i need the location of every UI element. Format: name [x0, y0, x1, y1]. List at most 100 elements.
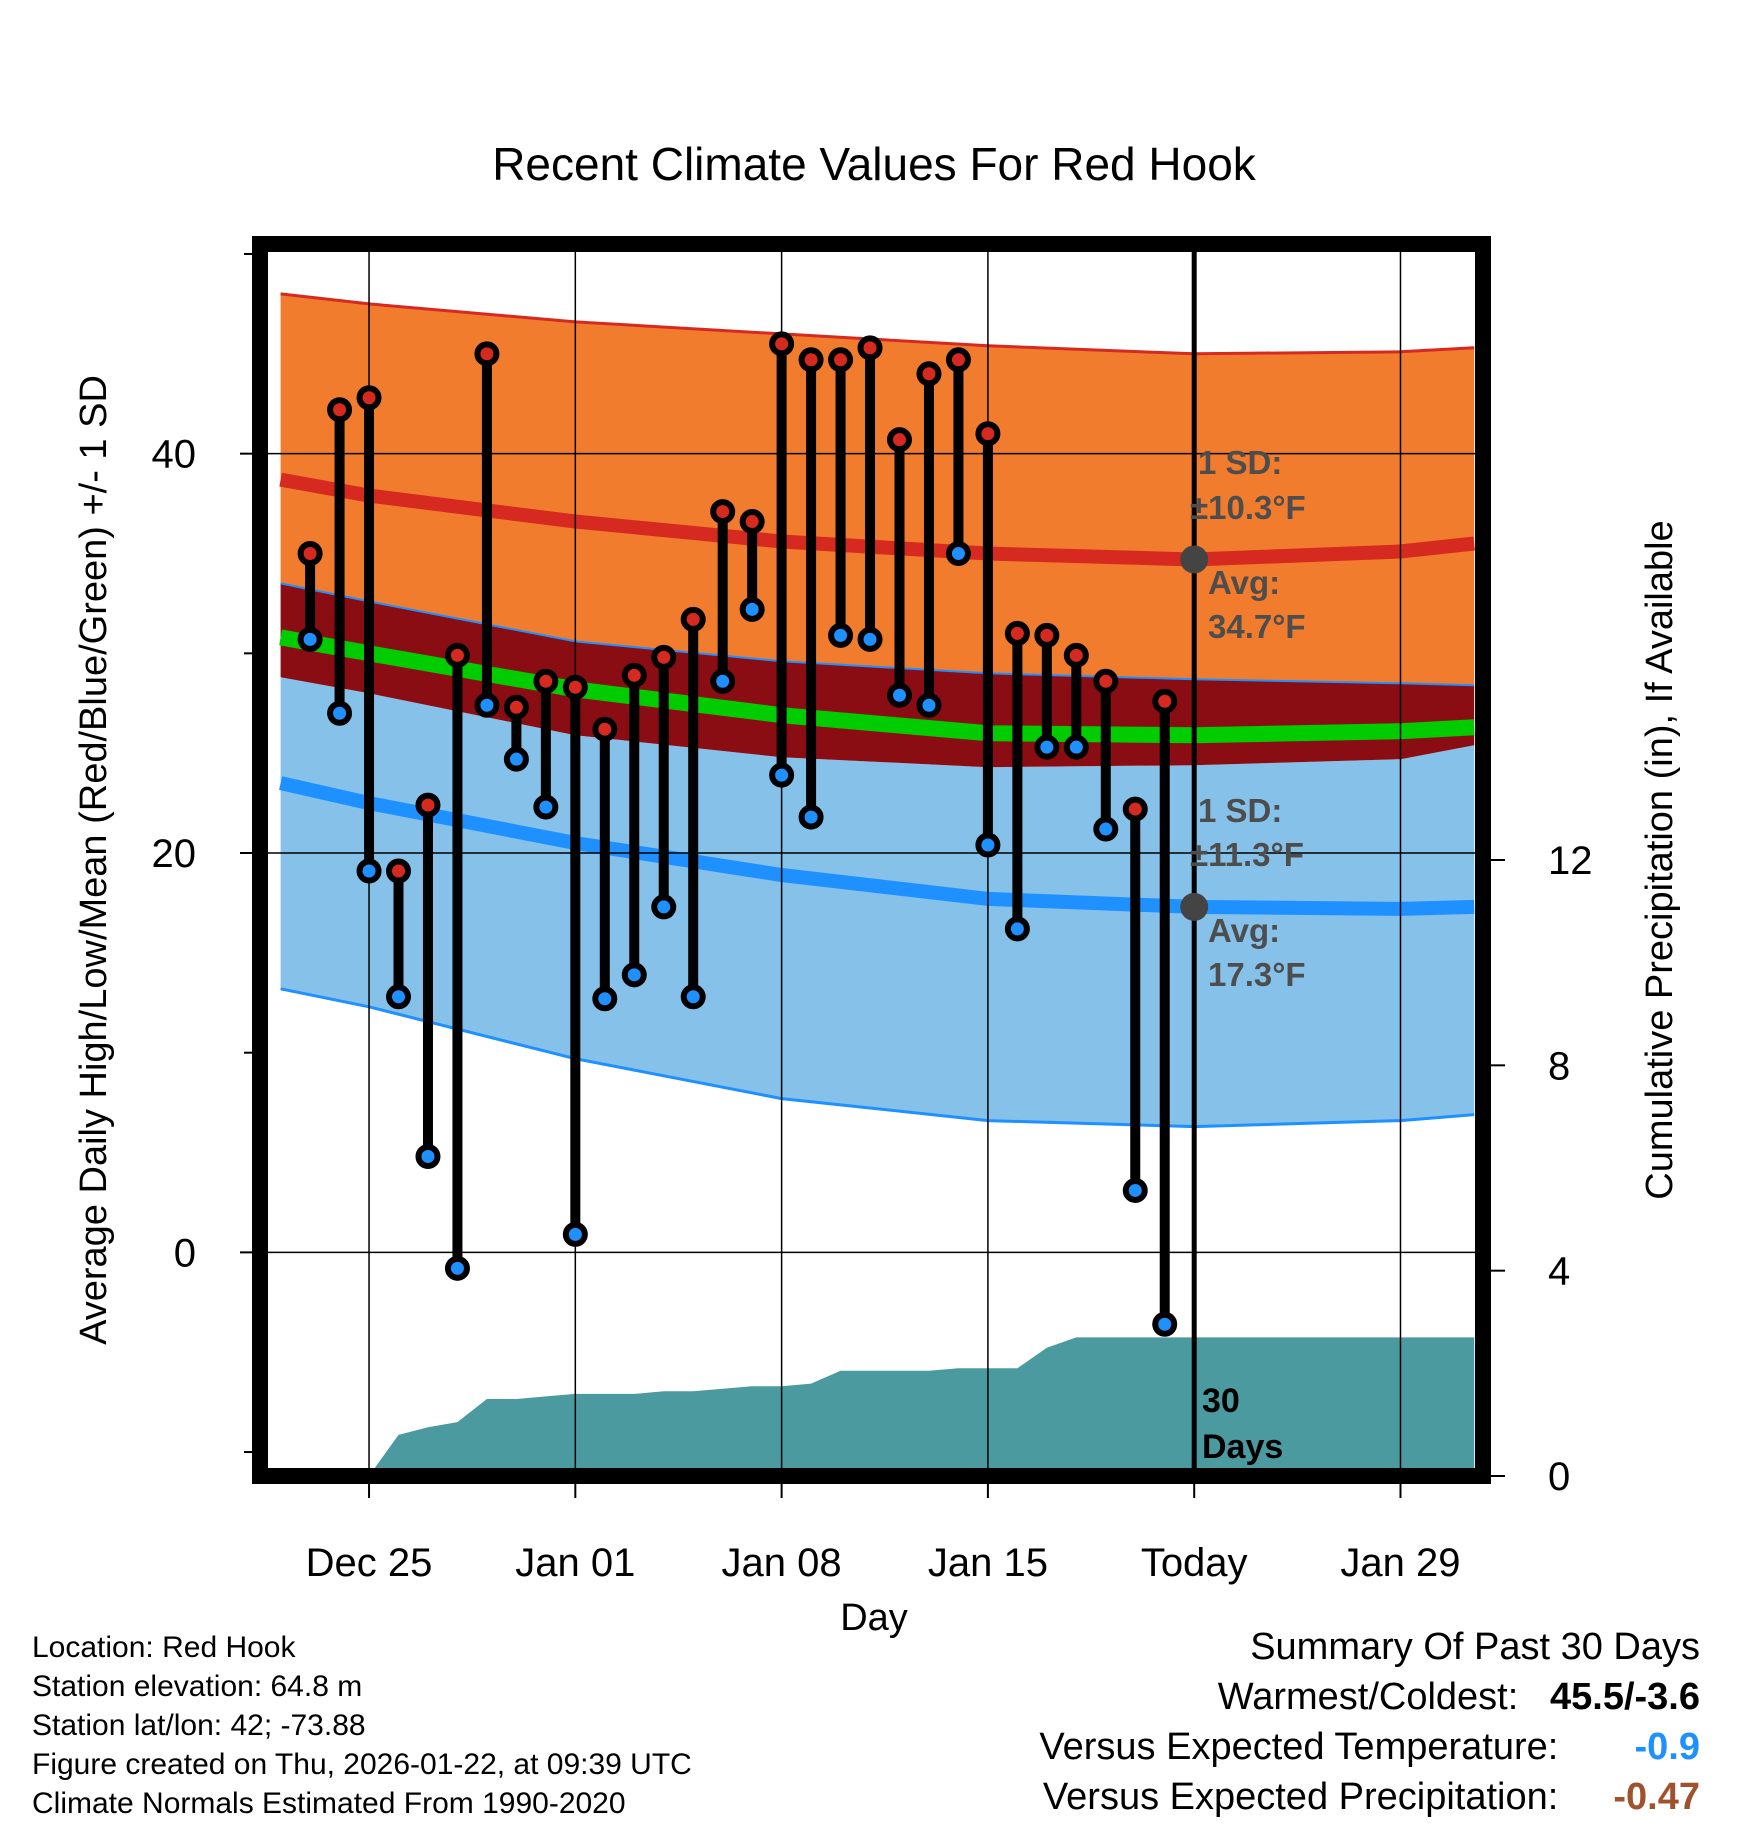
daily-high-point: [916, 361, 942, 387]
low-avg-annotation: Avg:: [1208, 912, 1280, 949]
daily-high-point: [356, 385, 382, 411]
low-average-line: [279, 776, 1475, 916]
daily-low-point: [651, 894, 677, 920]
precip-row: Versus Expected Precipitation: -0.47: [1039, 1772, 1700, 1822]
daily-high-point: [1152, 688, 1178, 714]
y-tick-label: 20: [152, 832, 197, 876]
high-avg-annotation: Avg:: [1208, 564, 1280, 601]
elevation-text: Station elevation: 64.8 m: [32, 1670, 363, 1703]
daily-high-point: [327, 397, 353, 423]
daily-low-point: [945, 540, 971, 566]
daily-low-point: [857, 626, 883, 652]
y-axis-label: Average Daily High/Low/Mean (Red/Blue/Gr…: [73, 375, 115, 1345]
daily-high-point: [739, 509, 765, 535]
daily-high-point: [651, 644, 677, 670]
daily-low-point: [886, 682, 912, 708]
low-average-marker: [1180, 892, 1209, 921]
daily-high-point: [1004, 620, 1030, 646]
x-axis-label: Day: [840, 1597, 908, 1639]
daily-low-point: [680, 984, 706, 1010]
high-average-line: [279, 472, 1475, 567]
daily-low-point: [828, 622, 854, 648]
daily-high-point: [1122, 796, 1148, 822]
axis-ticks: Dec 25 Jan 01 Jan 08 Jan 15 Today Jan 2902040…: [152, 252, 1593, 1585]
x-tick-label: Jan 15: [928, 1541, 1048, 1585]
x-tick-label: Jan 29: [1340, 1541, 1460, 1585]
daily-high-point: [1034, 622, 1060, 648]
y2-tick-label: 4: [1548, 1250, 1570, 1294]
daily-low-point: [415, 1144, 441, 1170]
high-sd-value: ±10.3°F: [1190, 489, 1306, 526]
daily-high-point: [886, 427, 912, 453]
daily-high-point: [444, 642, 470, 668]
daily-low-point: [592, 986, 618, 1012]
mean-average-line: [279, 629, 1475, 744]
temp-row: Versus Expected Temperature: -0.9: [1039, 1722, 1700, 1772]
daily-low-point: [474, 692, 500, 718]
plot-area: [260, 244, 1483, 1476]
daily-high-point: [562, 674, 588, 700]
summary-heading: Summary Of Past 30 Days: [1250, 1626, 1700, 1668]
warm-cold-label: Warmest/Coldest:: [1217, 1676, 1519, 1718]
daily-low-point: [1004, 916, 1030, 942]
daily-low-point: [1063, 734, 1089, 760]
daily-high-point: [474, 341, 500, 367]
daily-low-point: [739, 596, 765, 622]
x-tick-label: Today: [1141, 1541, 1248, 1585]
daily-low-point: [1122, 1177, 1148, 1203]
low-sd-annotation: 1 SD:: [1198, 792, 1282, 829]
daily-low-point: [356, 858, 382, 884]
daily-high-point: [857, 335, 883, 361]
daily-high-point: [945, 347, 971, 373]
created-text: Figure created on Thu, 2026-01-22, at 09…: [32, 1748, 692, 1781]
high-average-marker: [1180, 545, 1209, 574]
y-tick-label: 0: [174, 1231, 196, 1275]
days-count-label: 30: [1202, 1382, 1240, 1420]
daily-high-point: [533, 668, 559, 694]
daily-high-point: [828, 347, 854, 373]
station-info: Location: Red Hook Station elevation: 64…: [32, 1628, 692, 1823]
daily-high-point: [415, 792, 441, 818]
daily-high-point: [680, 606, 706, 632]
daily-high-point: [975, 421, 1001, 447]
daily-low-point: [327, 700, 353, 726]
daily-high-point: [1063, 642, 1089, 668]
daily-low-point: [1093, 816, 1119, 842]
high-sd-band: [280, 293, 1475, 686]
daily-low-point: [1034, 734, 1060, 760]
low-sd-value: ±11.3°F: [1190, 836, 1304, 873]
precipitation-area: [369, 1337, 1475, 1476]
y2-axis-label: Cumulative Precipitation (in), If Availa…: [1639, 520, 1681, 1199]
y2-tick-label: 12: [1548, 839, 1593, 883]
high-sd-annotation: 1 SD:: [1198, 444, 1282, 481]
daily-low-point: [386, 984, 412, 1010]
daily-low-point: [769, 762, 795, 788]
normals-text: Climate Normals Estimated From 1990-2020: [32, 1787, 626, 1820]
daily-low-point: [503, 746, 529, 772]
daily-low-point: [975, 832, 1001, 858]
daily-high-point: [503, 694, 529, 720]
daily-low-point: [798, 804, 824, 830]
precip-value: -0.47: [1613, 1776, 1700, 1818]
daily-high-point: [621, 662, 647, 688]
temp-label: Versus Expected Temperature:: [1039, 1726, 1559, 1768]
low-avg-value: 17.3°F: [1208, 956, 1306, 993]
daily-high-point: [798, 347, 824, 373]
high-upper-line: [280, 292, 1475, 356]
chart-title: Recent Climate Values For Red Hook: [492, 138, 1257, 190]
temp-value: -0.9: [1634, 1726, 1700, 1768]
daily-high-point: [1093, 668, 1119, 694]
daily-values: [297, 331, 1178, 1337]
high-avg-value: 34.7°F: [1208, 608, 1306, 645]
location-text: Location: Red Hook: [32, 1631, 296, 1664]
low-lower-line: [280, 987, 1475, 1129]
daily-low-point: [562, 1221, 588, 1247]
daily-high-point: [297, 540, 323, 566]
x-tick-label: Dec 25: [306, 1541, 433, 1585]
warm-cold-value: 45.5/-3.6: [1550, 1676, 1700, 1718]
y-tick-label: 40: [152, 433, 197, 477]
daily-high-point: [769, 331, 795, 357]
days-unit-label: Days: [1202, 1428, 1283, 1466]
daily-low-point: [533, 794, 559, 820]
